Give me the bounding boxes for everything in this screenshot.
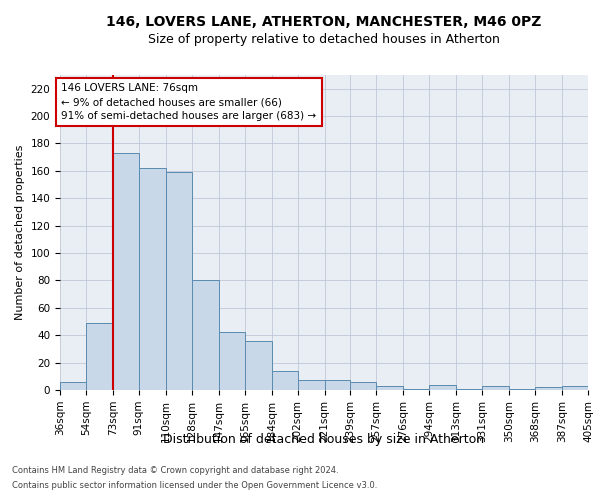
Bar [509,388,535,390]
Bar [376,386,403,390]
Bar [457,388,482,390]
Bar [219,332,245,390]
Text: 146 LOVERS LANE: 76sqm
← 9% of detached houses are smaller (66)
91% of semi-deta: 146 LOVERS LANE: 76sqm ← 9% of detached … [61,83,317,121]
Bar [191,280,219,390]
Text: 146, LOVERS LANE, ATHERTON, MANCHESTER, M46 0PZ: 146, LOVERS LANE, ATHERTON, MANCHESTER, … [106,15,542,29]
Bar [166,172,191,390]
Bar [60,382,86,390]
Bar [245,340,272,390]
Bar [403,388,429,390]
Bar [86,323,113,390]
Text: Contains public sector information licensed under the Open Government Licence v3: Contains public sector information licen… [12,481,377,490]
Y-axis label: Number of detached properties: Number of detached properties [15,145,25,320]
Bar [535,388,562,390]
Bar [482,386,509,390]
Bar [272,371,298,390]
Bar [113,153,139,390]
Bar [325,380,350,390]
Bar [429,384,457,390]
Text: Contains HM Land Registry data © Crown copyright and database right 2024.: Contains HM Land Registry data © Crown c… [12,466,338,475]
Bar [298,380,325,390]
Text: Size of property relative to detached houses in Atherton: Size of property relative to detached ho… [148,32,500,46]
Bar [139,168,166,390]
Bar [350,382,376,390]
Text: Distribution of detached houses by size in Atherton: Distribution of detached houses by size … [163,432,485,446]
Bar [562,386,588,390]
